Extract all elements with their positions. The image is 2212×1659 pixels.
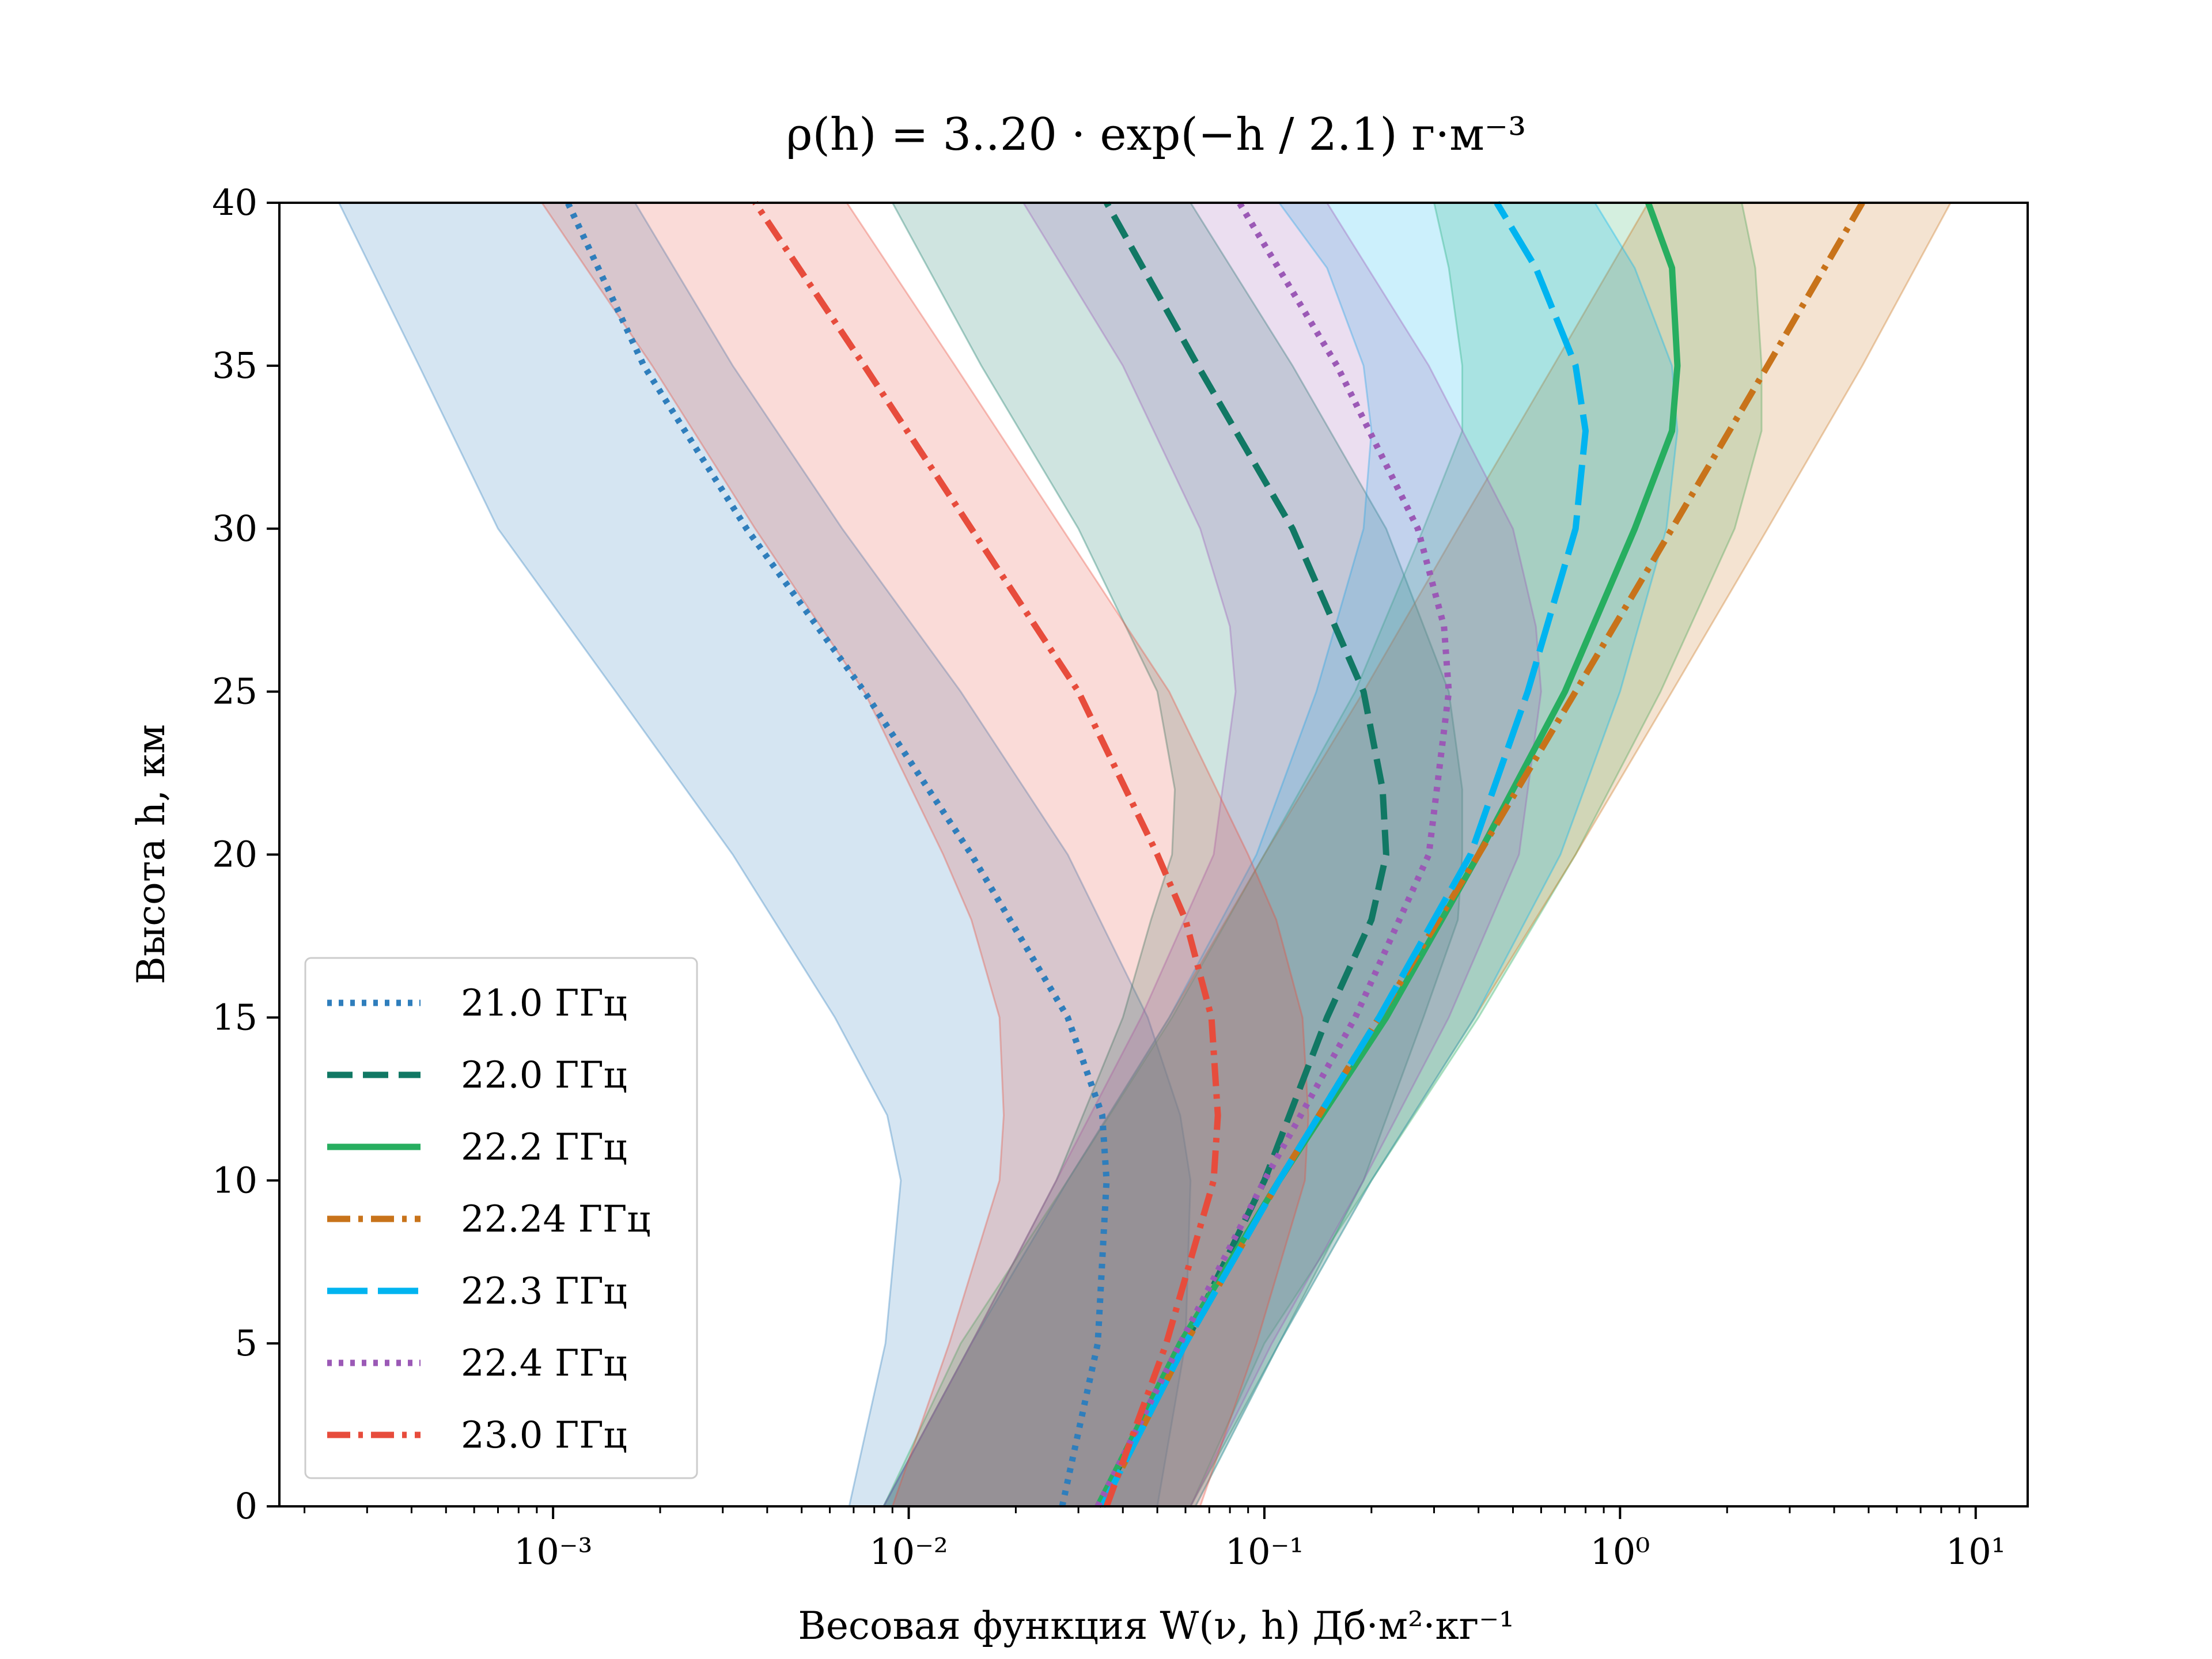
y-axis-ticks: 0 5 10 15 20 25 30 35 40	[212, 181, 279, 1527]
legend-label-22-3: 22.3 ГГц	[461, 1270, 627, 1313]
y-axis-label: Высота h, км	[129, 724, 173, 984]
y-tick-label: 10	[212, 1159, 257, 1201]
x-axis-ticks: 10⁻³ 10⁻² 10⁻¹ 10⁰ 10¹	[304, 1506, 2006, 1573]
line-22-3	[1099, 201, 1589, 1508]
legend-label-21-0: 21.0 ГГц	[461, 982, 627, 1025]
x-tick-label: 10⁻²	[869, 1531, 948, 1573]
y-tick-label: 5	[235, 1322, 257, 1364]
y-tick-label: 15	[212, 996, 257, 1038]
uncertainty-bands	[338, 202, 1952, 1508]
y-tick-label: 35	[212, 344, 257, 387]
legend-label-23-0: 23.0 ГГц	[461, 1414, 627, 1457]
series-lines	[565, 200, 1865, 1508]
chart-title: ρ(h) = 3..20 · exp(−h / 2.1) г·м⁻³	[786, 109, 1527, 161]
legend-label-22-2: 22.2 ГГц	[461, 1126, 627, 1169]
x-tick-label: 10⁻¹	[1225, 1531, 1304, 1573]
y-tick-label: 20	[212, 834, 257, 876]
legend: 21.0 ГГц 22.0 ГГц 22.2 ГГц 22.24 ГГц 22.3 ГГ…	[304, 957, 698, 1479]
x-tick-label: 10⁰	[1590, 1531, 1650, 1573]
y-tick-label: 25	[212, 671, 257, 713]
line-22-4	[1094, 201, 1452, 1508]
legend-label-22-4: 22.4 ГГц	[461, 1342, 627, 1385]
y-tick-label: 40	[212, 181, 257, 224]
y-tick-label: 0	[235, 1485, 257, 1527]
legend-label-22-0: 22.0 ГГц	[461, 1054, 627, 1097]
line-22-24	[1099, 201, 1865, 1508]
y-tick-label: 30	[212, 507, 257, 550]
x-axis-label: Весовая функция W(ν, h) Дб·м²·кг⁻¹	[798, 1604, 1514, 1648]
x-tick-label: 10⁻³	[514, 1531, 592, 1573]
legend-label-22-24: 22.24 ГГц	[461, 1198, 650, 1241]
legend-box	[304, 957, 698, 1479]
x-tick-label: 10¹	[1946, 1531, 2006, 1573]
line-22-0	[1094, 201, 1389, 1508]
